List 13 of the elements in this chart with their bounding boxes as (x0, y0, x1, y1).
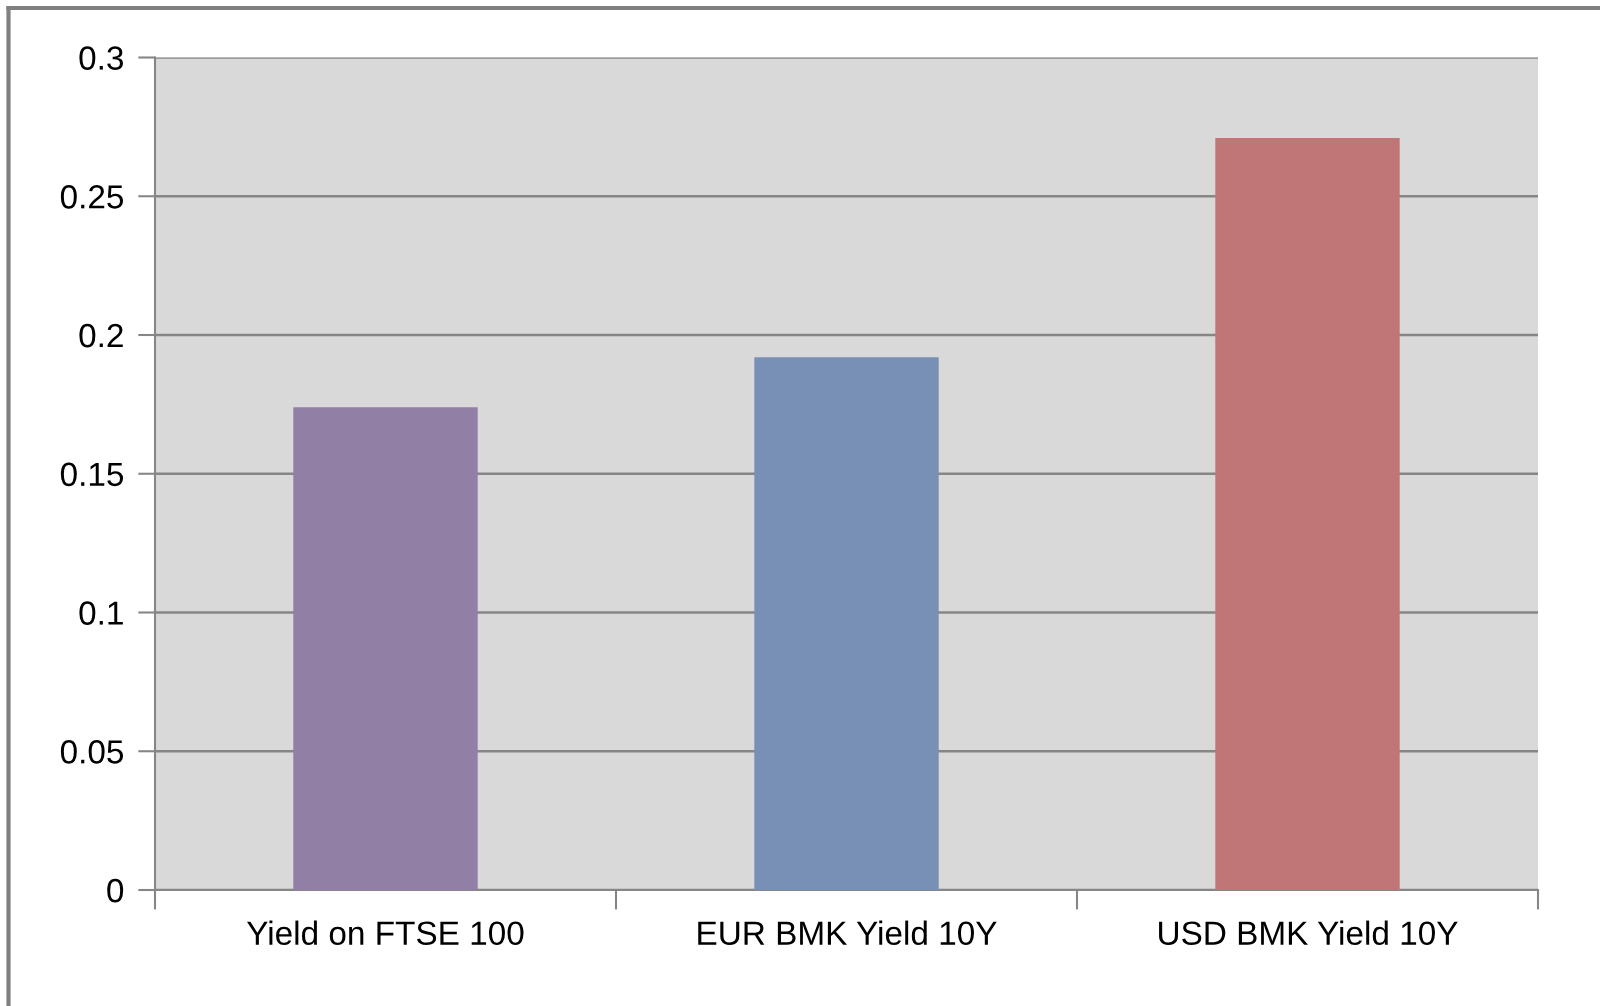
bar (293, 407, 478, 890)
y-tick-label: 0.1 (79, 601, 123, 625)
y-tick-label: 0.25 (60, 185, 124, 209)
y-tick-label: 0.3 (79, 46, 123, 70)
x-tick-label: EUR BMK Yield 10Y (698, 920, 997, 946)
y-tick-label: 0 (107, 878, 124, 903)
y-tick-label: 0.05 (60, 740, 124, 764)
y-tick-label: 0.15 (60, 462, 124, 487)
y-tick-label: 0.2 (79, 323, 123, 348)
x-tick-label: USD BMK Yield 10Y (1159, 920, 1458, 946)
bar (754, 357, 939, 890)
x-tick-label: Yield on FTSE 100 (246, 920, 524, 946)
bar (1215, 137, 1400, 890)
